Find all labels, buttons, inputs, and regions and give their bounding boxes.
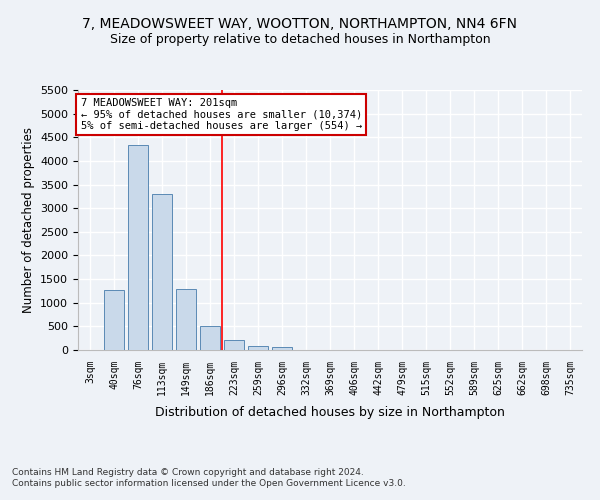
X-axis label: Distribution of detached houses by size in Northampton: Distribution of detached houses by size … bbox=[155, 406, 505, 419]
Bar bbox=[200, 326, 220, 350]
Bar bbox=[176, 289, 196, 350]
Bar bbox=[104, 290, 124, 350]
Text: Contains HM Land Registry data © Crown copyright and database right 2024.
Contai: Contains HM Land Registry data © Crown c… bbox=[12, 468, 406, 487]
Bar bbox=[272, 347, 292, 350]
Bar bbox=[224, 340, 244, 350]
Text: 7, MEADOWSWEET WAY, WOOTTON, NORTHAMPTON, NN4 6FN: 7, MEADOWSWEET WAY, WOOTTON, NORTHAMPTON… bbox=[83, 18, 517, 32]
Bar bbox=[152, 194, 172, 350]
Text: Size of property relative to detached houses in Northampton: Size of property relative to detached ho… bbox=[110, 32, 490, 46]
Y-axis label: Number of detached properties: Number of detached properties bbox=[22, 127, 35, 313]
Bar bbox=[248, 346, 268, 350]
Text: 7 MEADOWSWEET WAY: 201sqm
← 95% of detached houses are smaller (10,374)
5% of se: 7 MEADOWSWEET WAY: 201sqm ← 95% of detac… bbox=[80, 98, 362, 131]
Bar bbox=[128, 146, 148, 350]
